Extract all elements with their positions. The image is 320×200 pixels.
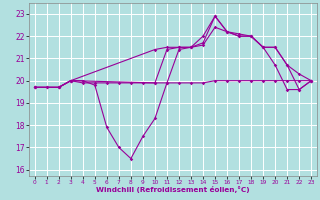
X-axis label: Windchill (Refroidissement éolien,°C): Windchill (Refroidissement éolien,°C)	[96, 186, 250, 193]
